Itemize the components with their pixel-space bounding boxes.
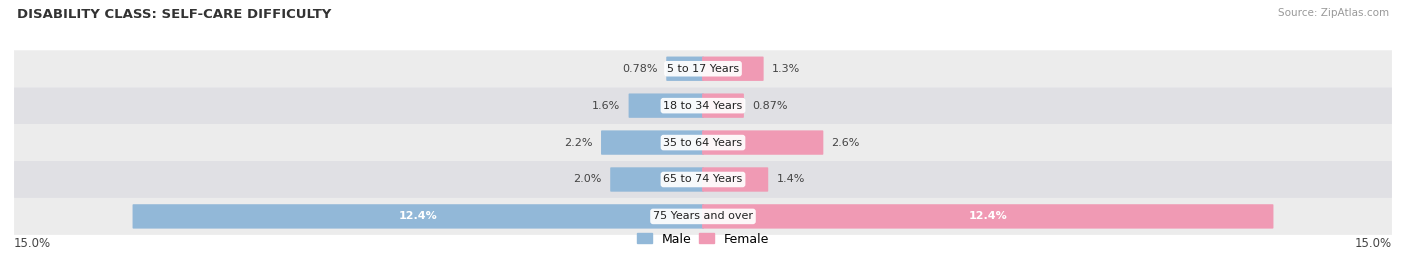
- Text: 15.0%: 15.0%: [1355, 237, 1392, 250]
- Text: 12.4%: 12.4%: [969, 211, 1007, 221]
- FancyBboxPatch shape: [702, 56, 763, 81]
- FancyBboxPatch shape: [14, 50, 1392, 87]
- FancyBboxPatch shape: [14, 87, 1392, 124]
- FancyBboxPatch shape: [14, 124, 1392, 161]
- Text: 2.2%: 2.2%: [564, 137, 593, 148]
- Text: 5 to 17 Years: 5 to 17 Years: [666, 64, 740, 74]
- Text: 15.0%: 15.0%: [14, 237, 51, 250]
- FancyBboxPatch shape: [702, 93, 744, 118]
- Text: 1.3%: 1.3%: [772, 64, 800, 74]
- Text: 2.6%: 2.6%: [831, 137, 860, 148]
- FancyBboxPatch shape: [702, 167, 768, 192]
- Text: DISABILITY CLASS: SELF-CARE DIFFICULTY: DISABILITY CLASS: SELF-CARE DIFFICULTY: [17, 8, 332, 21]
- Legend: Male, Female: Male, Female: [637, 232, 769, 246]
- FancyBboxPatch shape: [702, 130, 824, 155]
- Text: 75 Years and over: 75 Years and over: [652, 211, 754, 221]
- FancyBboxPatch shape: [628, 93, 704, 118]
- Text: 65 to 74 Years: 65 to 74 Years: [664, 175, 742, 185]
- Text: 1.4%: 1.4%: [776, 175, 804, 185]
- Text: 12.4%: 12.4%: [399, 211, 437, 221]
- FancyBboxPatch shape: [610, 167, 704, 192]
- FancyBboxPatch shape: [132, 204, 704, 229]
- FancyBboxPatch shape: [14, 198, 1392, 235]
- FancyBboxPatch shape: [702, 204, 1274, 229]
- FancyBboxPatch shape: [600, 130, 704, 155]
- FancyBboxPatch shape: [14, 161, 1392, 198]
- Text: 1.6%: 1.6%: [592, 101, 620, 111]
- Text: 18 to 34 Years: 18 to 34 Years: [664, 101, 742, 111]
- Text: 0.87%: 0.87%: [752, 101, 787, 111]
- Text: 2.0%: 2.0%: [574, 175, 602, 185]
- FancyBboxPatch shape: [666, 56, 704, 81]
- Text: 0.78%: 0.78%: [623, 64, 658, 74]
- Text: Source: ZipAtlas.com: Source: ZipAtlas.com: [1278, 8, 1389, 18]
- Text: 35 to 64 Years: 35 to 64 Years: [664, 137, 742, 148]
